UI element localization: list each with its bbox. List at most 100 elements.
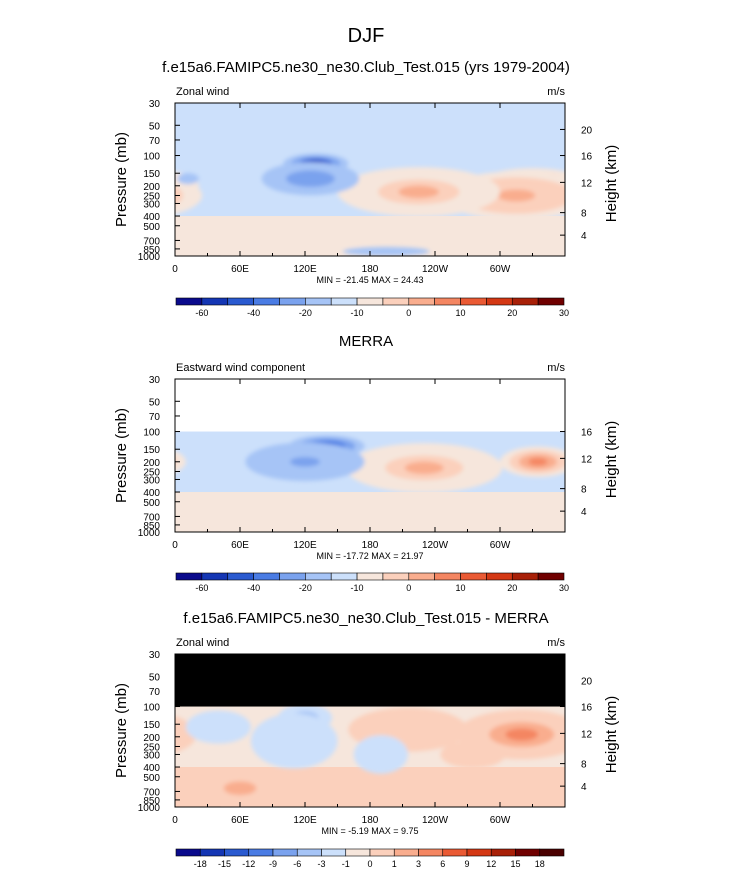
x-tick-label: 180 [362,815,379,826]
masked-region [175,654,565,707]
height-tick-label: 20 [581,125,593,136]
page-title: DJF [348,25,385,47]
y-tick-label: 30 [149,650,161,661]
colorbar-label: -20 [299,308,312,318]
contour-level [283,734,305,748]
x-tick-label: 60W [490,264,511,275]
colorbar-swatch [176,573,202,580]
colorbar-swatch [254,573,280,580]
colorbar-swatch [486,573,512,580]
contour-level [83,716,181,753]
colorbar-swatch [409,573,435,580]
colorbar-swatch [486,298,512,305]
contour-level [497,189,535,201]
colorbar-swatch [435,298,461,305]
colorbar-swatch [331,573,357,580]
contour-level [405,462,444,474]
y-tick-label: 70 [149,412,161,423]
panel-title: f.e15a6.FAMIPC5.ne30_ne30.Club_Test.015 … [183,610,548,627]
contour-level [298,175,322,183]
colorbar-label: 0 [367,859,372,869]
y-tick-label: 50 [149,121,161,132]
colorbar-label: 6 [440,859,445,869]
y-axis-right-title: Height (km) [603,145,620,223]
colorbar-swatch [370,849,394,856]
y-tick-label: 300 [143,199,160,210]
colorbar-swatch [279,573,305,580]
contour-level [259,518,308,521]
colorbar-label: -10 [351,308,364,318]
contour-level [290,457,320,467]
colorbar-swatch [394,849,418,856]
colorbar-swatch [383,298,409,305]
min-max-stats: MIN = -21.45 MAX = 24.43 [316,275,423,285]
height-tick-label: 16 [581,152,593,163]
x-tick-label: 0 [172,540,178,551]
x-tick-label: 120W [422,815,449,826]
height-tick-label: 12 [581,178,593,189]
colorbar-label: 0 [406,583,411,593]
colorbar-swatch [383,573,409,580]
x-tick-label: 120E [293,815,317,826]
y-tick-label: 50 [149,672,161,683]
colorbar-label: -20 [299,583,312,593]
colorbar-swatch [305,573,331,580]
x-tick-label: 120W [422,540,449,551]
colorbar-swatch [357,298,383,305]
y-tick-label: 150 [143,169,160,180]
y-tick-label: 30 [149,99,161,110]
colorbar-swatch [176,298,202,305]
colorbar-swatch [461,573,487,580]
colorbar-swatch [225,849,249,856]
y-axis-title: Pressure (mb) [113,683,130,778]
height-tick-label: 16 [581,428,593,439]
y-axis-right-title: Height (km) [603,696,620,774]
colorbar-label: 18 [535,859,545,869]
colorbar-label: 15 [510,859,520,869]
x-tick-label: 120E [293,540,317,551]
x-tick-label: 120E [293,264,317,275]
chart-panel-3: f.e15a6.FAMIPC5.ne30_ne30.Club_Test.015 … [67,610,620,869]
colorbar-swatch [538,298,564,305]
colorbar-swatch [322,849,346,856]
contour-level [465,751,481,758]
colorbar-swatch [305,298,331,305]
y-tick-label: 150 [143,445,160,456]
y-tick-label: 150 [143,720,160,731]
colorbar-label: -1 [342,859,350,869]
y-tick-label: 50 [149,397,161,408]
panel-units-label: m/s [547,86,565,98]
colorbar-label: 0 [406,308,411,318]
colorbar-label: -6 [293,859,301,869]
y-tick-label: 300 [143,475,160,486]
y-axis-right-title: Height (km) [603,421,620,499]
colorbar-label: -15 [218,859,231,869]
colorbar-swatch [461,298,487,305]
colorbar-label: -3 [317,859,325,869]
colorbar-label: -9 [269,859,277,869]
height-tick-label: 8 [581,209,587,220]
contour-level [375,250,397,252]
y-tick-label: 100 [143,703,160,714]
height-tick-label: 4 [581,507,587,518]
colorbar-swatch [346,849,370,856]
colorbar-label: 20 [507,308,517,318]
colorbar-swatch [273,849,297,856]
panel-units-label: m/s [547,637,565,649]
y-tick-label: 500 [143,222,160,233]
min-max-stats: MIN = -17.72 MAX = 21.97 [316,551,423,561]
colorbar-label: -12 [242,859,255,869]
height-tick-label: 20 [581,676,593,687]
colorbar-swatch [249,849,273,856]
y-tick-label: 1000 [138,528,161,539]
x-tick-label: 60E [231,264,249,275]
masked-region [175,379,565,432]
height-tick-label: 16 [581,703,593,714]
y-axis-title: Pressure (mb) [113,132,130,227]
height-tick-label: 8 [581,485,587,496]
height-tick-label: 8 [581,760,587,771]
field-lower-band [175,492,565,532]
